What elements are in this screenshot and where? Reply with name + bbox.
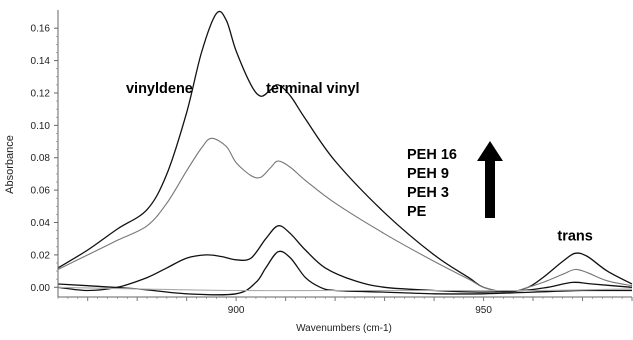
legend-entry: PEH 3: [407, 185, 449, 201]
axes-layer: [54, 10, 633, 301]
legend-arrow-head: [477, 141, 503, 161]
series-line-baseline: [57, 286, 633, 292]
legend-entry: PE: [407, 204, 427, 220]
y-tick-label: 0.00: [31, 283, 51, 294]
y-tick-label: 0.04: [31, 218, 51, 229]
y-axis-title: Absorbance: [4, 135, 16, 194]
series-line-peh-3: [57, 225, 633, 293]
y-tick-label: 0.12: [31, 88, 51, 99]
peak-annotation: vinyldene: [126, 81, 193, 97]
x-axis-title: Wavenumbers (cm-1): [296, 323, 392, 334]
legend-arrow-shaft: [485, 160, 495, 218]
y-tick-label: 0.06: [31, 186, 51, 197]
series-line-pe: [57, 250, 633, 296]
y-tick-label: 0.16: [31, 24, 51, 35]
series-layer: [57, 10, 633, 296]
legend-entry: PEH 16: [407, 147, 457, 163]
x-tick-label: 900: [228, 305, 245, 316]
x-tick-label: 950: [475, 305, 492, 316]
y-tick-label: 0.02: [31, 250, 51, 261]
text-layer: 0.00 0.02 0.04 0.06 0.08 0.10 0.12 0.14 0.16 900 9…: [4, 24, 593, 334]
series-line-peh-9: [57, 137, 633, 293]
y-tick-label: 0.08: [31, 153, 51, 164]
y-tick-label: 0.10: [31, 121, 51, 132]
series-line-peh-16: [57, 10, 633, 293]
legend-entry: PEH 9: [407, 166, 449, 182]
peak-annotation: trans: [557, 228, 592, 244]
peak-annotation: terminal vinyl: [266, 81, 359, 97]
y-tick-label: 0.14: [31, 56, 51, 67]
